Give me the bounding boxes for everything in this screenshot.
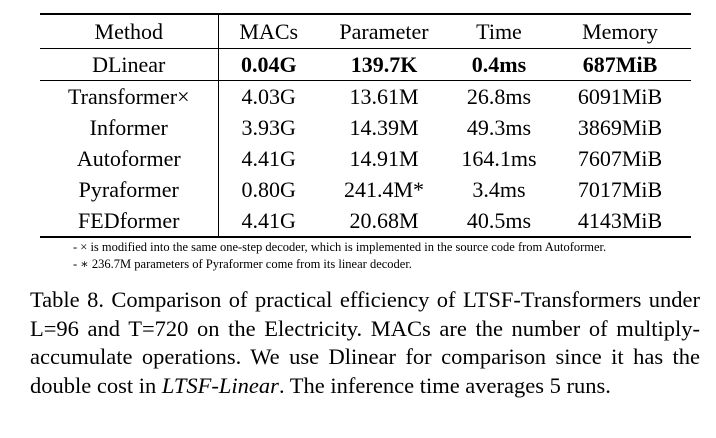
table-row: Pyraformer 0.80G 241.4M* 3.4ms 7017MiB: [40, 174, 691, 205]
cell-memory: 3869MiB: [577, 114, 663, 140]
header-memory: Memory: [549, 13, 691, 49]
cell-memory: 7607MiB: [577, 145, 663, 171]
table-row: Transformer× 4.03G 13.61M 26.8ms 6091MiB: [40, 80, 691, 112]
cell-macs: 0.04G: [218, 48, 319, 81]
cell-parameter: 13.61M: [349, 83, 419, 109]
cell-time: 0.4ms: [449, 48, 549, 81]
table-caption: Table 8. Comparison of practical efficie…: [30, 286, 700, 400]
table-row: Autoformer 4.41G 14.91M 164.1ms 7607MiB: [40, 143, 691, 174]
table-row: FEDformer 4.41G 20.68M 40.5ms 4143MiB: [40, 205, 691, 238]
cell-macs: 4.41G: [218, 205, 319, 238]
cell-time: 49.3ms: [466, 114, 532, 140]
cell-method: Informer: [40, 112, 219, 143]
cell-time: 164.1ms: [461, 145, 537, 171]
cell-method: Pyraformer: [40, 174, 219, 205]
cell-method: DLinear: [40, 48, 219, 81]
cell-time: 26.8ms: [466, 83, 532, 109]
caption-emphasis: LTSF-Linear: [161, 372, 279, 398]
cell-parameter: 14.39M: [349, 114, 419, 140]
cell-time: 3.4ms: [472, 176, 526, 202]
cell-memory: 6091MiB: [577, 83, 663, 109]
header-method: Method: [40, 13, 219, 49]
cell-macs: 4.03G: [241, 83, 296, 109]
efficiency-table: Method MACs Parameter Time Memory DLinea…: [40, 13, 691, 238]
footnote-pyraformer: - ∗ 236.7M parameters of Pyraformer come…: [73, 257, 412, 271]
cell-parameter: 139.7K: [319, 48, 449, 81]
caption-text-end: . The inference time averages 5 runs.: [278, 372, 611, 398]
table-footnotes: - × is modified into the same one-step d…: [73, 239, 606, 273]
cell-memory: 7017MiB: [577, 176, 663, 202]
cell-memory: 687MiB: [549, 48, 691, 81]
cell-macs: 4.41G: [241, 145, 296, 171]
cell-parameter: 20.68M: [319, 205, 449, 238]
table-row-dlinear: DLinear 0.04G 139.7K 0.4ms 687MiB: [40, 48, 691, 81]
cell-time: 40.5ms: [449, 205, 549, 238]
table-row: Informer 3.93G 14.39M 49.3ms 3869MiB: [40, 112, 691, 143]
efficiency-table-container: Method MACs Parameter Time Memory DLinea…: [40, 13, 691, 238]
header-time: Time: [449, 13, 549, 49]
cell-parameter: 14.91M: [349, 145, 419, 171]
header-macs: MACs: [218, 13, 319, 49]
footnote-transformer: - × is modified into the same one-step d…: [73, 240, 607, 254]
cell-macs: 3.93G: [241, 114, 296, 140]
header-parameter: Parameter: [319, 13, 449, 49]
cell-method: FEDformer: [40, 205, 219, 238]
table-header-row: Method MACs Parameter Time Memory: [40, 13, 691, 49]
cell-macs: 0.80G: [241, 176, 296, 202]
cell-parameter: 241.4M*: [343, 176, 425, 202]
caption-text-start: Table 8. Comparison of practical efficie…: [30, 287, 700, 398]
cell-method: Transformer×: [40, 80, 219, 112]
cell-memory: 4143MiB: [549, 205, 691, 238]
cell-method: Autoformer: [40, 143, 219, 174]
